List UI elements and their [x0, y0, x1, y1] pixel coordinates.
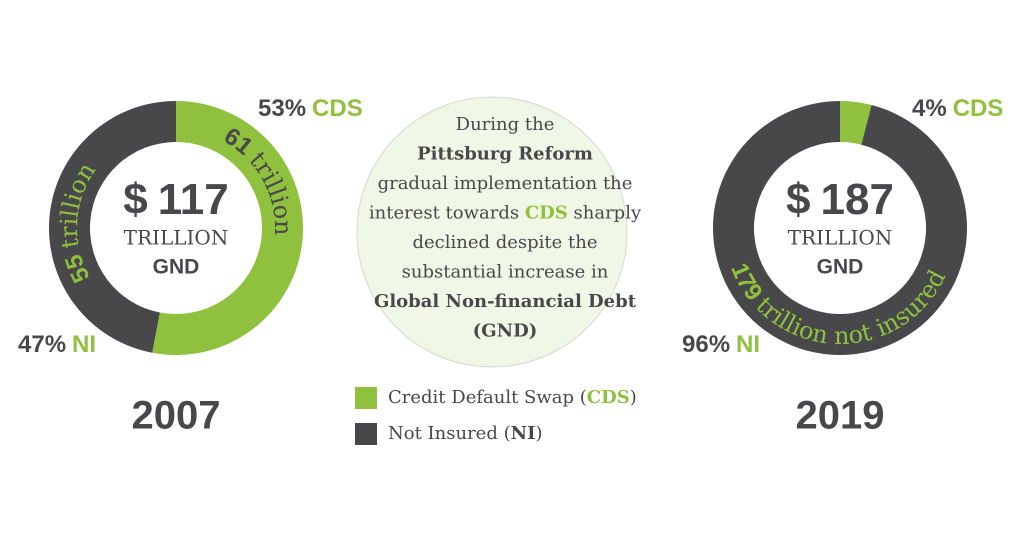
donut-segment: [152, 101, 303, 356]
value-label: 4% CDS: [912, 95, 1003, 122]
value-label: 96% NI: [682, 331, 760, 358]
center-label: GND: [817, 256, 864, 279]
chart-title: 2019: [796, 394, 885, 438]
annotation-run: substantial increase in: [402, 262, 609, 283]
center-prefix: $: [786, 175, 810, 224]
center-value: 117: [158, 175, 229, 224]
value-label: 53% CDS: [258, 95, 363, 122]
center-value: 187: [821, 175, 894, 224]
annotation-run: declined despite the: [412, 232, 597, 253]
value-label-category: CDS: [312, 95, 363, 122]
amount-unit: trillion: [244, 146, 297, 235]
legend-run: Not Insured (: [388, 423, 511, 444]
value-label: 47% NI: [18, 331, 96, 358]
annotation-line: interest towards CDS sharply: [369, 203, 642, 224]
legend-label: Credit Default Swap (CDS): [388, 387, 637, 408]
value-label-category: NI: [736, 331, 760, 358]
annotation-run: Global Non-financial Debt: [374, 291, 637, 312]
value-label-category: NI: [72, 331, 96, 358]
donut-segment: [840, 101, 872, 145]
annotation-line: gradual implementation the: [378, 173, 633, 194]
amount-unit: trillion: [55, 158, 101, 251]
legend-label: Not Insured (NI): [388, 423, 543, 444]
annotation-line: Pittsburg Reform: [417, 144, 593, 165]
center-total: $187: [786, 175, 894, 224]
annotation-run: CDS: [525, 203, 568, 224]
value-label-percent: 96%: [682, 331, 730, 358]
center-total: $117: [123, 175, 228, 224]
annotation-run: (GND): [473, 321, 537, 342]
center-label: GND: [153, 256, 200, 279]
annotation-run: sharply: [568, 203, 642, 224]
center-prefix: $: [123, 175, 147, 224]
chart-title: 2007: [132, 394, 221, 438]
legend-run: CDS: [587, 387, 630, 408]
annotation-line: (GND): [473, 321, 537, 342]
legend-swatch: [355, 423, 377, 445]
value-label-percent: 4%: [912, 95, 947, 122]
background-motif: [357, 97, 627, 367]
annotation-run: interest towards: [369, 203, 525, 224]
background-motif-outline: [356, 96, 628, 368]
center-unit: TRILLION: [788, 226, 893, 250]
legend-run: NI: [511, 423, 536, 444]
annotation-run: During the: [456, 114, 555, 135]
annotation-line: substantial increase in: [402, 262, 609, 283]
annotation-line: During the: [456, 114, 555, 135]
value-label-percent: 47%: [18, 331, 66, 358]
donut-segment: [48, 100, 176, 353]
center-unit: TRILLION: [124, 226, 229, 250]
value-label-category: CDS: [953, 95, 1004, 122]
legend-run: ): [535, 423, 542, 444]
legend-run: ): [630, 387, 637, 408]
donut-segment: [713, 101, 967, 355]
value-label-percent: 53%: [258, 95, 306, 122]
legend-run: Credit Default Swap (: [388, 387, 587, 408]
annotation-line: declined despite the: [412, 232, 597, 253]
annotation-run: gradual implementation the: [378, 173, 633, 194]
annotation-run: Pittsburg Reform: [417, 144, 593, 165]
annotation-line: Global Non-financial Debt: [374, 291, 637, 312]
legend-swatch: [355, 387, 377, 409]
